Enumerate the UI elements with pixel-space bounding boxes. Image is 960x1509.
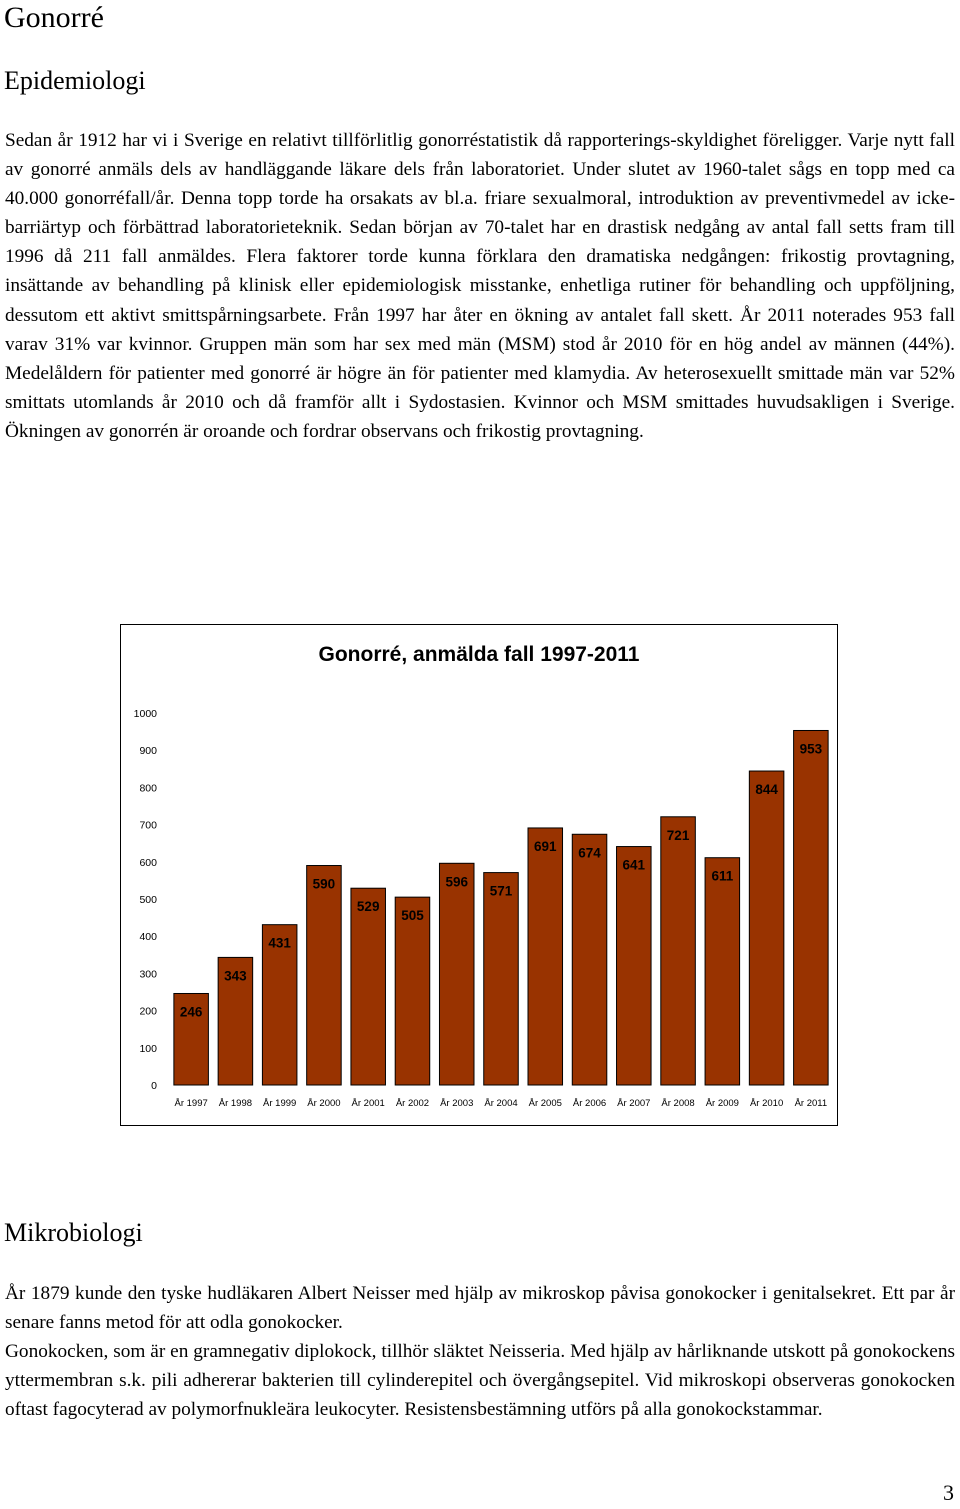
data-label: 505 [401, 908, 424, 923]
data-label: 721 [667, 828, 690, 843]
bar [394, 896, 431, 1086]
bar [350, 887, 386, 1086]
bar [793, 729, 829, 1086]
x-tick-label: År 2004 [484, 1098, 517, 1109]
chart-title: Gonorré, anmälda fall 1997-2011 [318, 643, 640, 666]
x-tick-label: År 2011 [795, 1098, 828, 1109]
paragraph-epidemiologi: Sedan år 1912 har vi i Sverige en relati… [5, 130, 955, 442]
bar [660, 816, 696, 1086]
paragraph-mikrobiologi-1: År 1879 kunde den tyske hudläkaren Alber… [5, 1283, 955, 1334]
x-tick-label: År 2010 [750, 1098, 783, 1109]
bar [748, 770, 785, 1086]
data-label: 246 [180, 1004, 203, 1019]
x-tick-label: År 1999 [263, 1098, 296, 1109]
y-tick-label: 600 [139, 857, 157, 869]
x-tick-label: År 2006 [573, 1098, 606, 1109]
data-label: 590 [313, 877, 336, 892]
bar [704, 857, 741, 1086]
page-heading: Gonorré [4, 1, 104, 34]
section-title-epidemiologi: Epidemiologi [4, 66, 146, 95]
data-label: 431 [268, 936, 291, 951]
data-label: 343 [224, 968, 247, 983]
page-number: 3 [943, 1480, 954, 1505]
x-tick-label: År 2005 [529, 1098, 562, 1109]
y-tick-label: 300 [139, 968, 157, 980]
data-label: 611 [711, 869, 733, 884]
x-tick-label: År 2003 [440, 1098, 473, 1109]
bar-chart: 0 100 200 300 400 500 600 700 800 900 1000 246 År 19… [134, 708, 829, 1109]
data-label: 596 [445, 874, 468, 889]
x-tick-label: År 2002 [396, 1098, 429, 1109]
data-label: 571 [490, 884, 513, 899]
bar [571, 833, 608, 1086]
section-title-mikrobiologi: Mikrobiologi [4, 1218, 143, 1247]
data-label: 844 [755, 782, 778, 797]
x-tick-label: År 2007 [617, 1098, 650, 1109]
y-tick-label: 400 [139, 931, 157, 943]
x-tick-label: År 2009 [706, 1098, 739, 1109]
data-label: 953 [800, 741, 823, 756]
bar [261, 924, 298, 1086]
bar [438, 862, 475, 1086]
x-tick-label: År 2001 [352, 1098, 385, 1109]
data-label: 674 [578, 845, 601, 860]
x-tick-label: År 2008 [661, 1098, 694, 1109]
data-label: 641 [623, 858, 646, 873]
bar [173, 992, 209, 1086]
y-tick-label: 1000 [134, 708, 158, 720]
y-tick-label: 0 [151, 1080, 157, 1092]
data-label: 529 [357, 899, 380, 914]
bar [217, 956, 254, 1086]
bar [616, 846, 652, 1086]
bar [527, 827, 564, 1086]
paragraph-mikrobiologi-2: Gonokocken, som är en gramnegativ diplok… [5, 1341, 955, 1421]
bar [306, 865, 342, 1086]
x-tick-label: År 2000 [307, 1098, 340, 1109]
x-tick-label: År 1997 [174, 1098, 207, 1109]
y-tick-label: 800 [139, 782, 157, 794]
y-tick-label: 100 [139, 1043, 157, 1055]
chart-frame: Gonorré, anmälda fall 1997-2011 0 100 200 3… [120, 624, 838, 1126]
y-tick-label: 200 [139, 1006, 157, 1018]
x-tick-label: År 1998 [219, 1098, 252, 1109]
y-tick-label: 900 [139, 745, 157, 757]
y-tick-label: 700 [139, 820, 157, 832]
bar [483, 872, 519, 1086]
data-label: 691 [534, 839, 557, 854]
y-tick-label: 500 [139, 894, 157, 906]
